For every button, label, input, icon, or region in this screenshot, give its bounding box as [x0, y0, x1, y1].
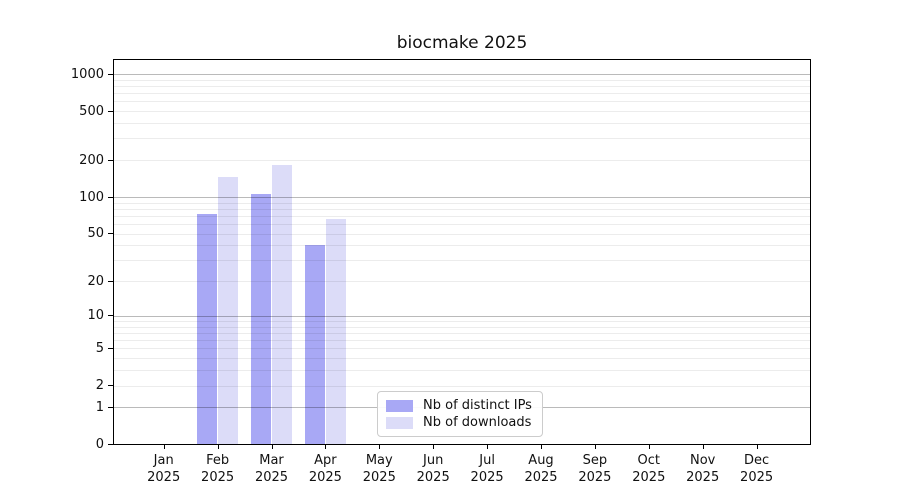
- gridline-7: [113, 332, 811, 334]
- gridline-500: [113, 111, 811, 113]
- y-tick-10: [108, 315, 113, 317]
- gridline-6: [113, 340, 811, 342]
- y-tick-label-0: 0: [95, 437, 104, 452]
- legend-label-downloads: Nb of downloads: [423, 415, 532, 430]
- legend-label-distinct-ips: Nb of distinct IPs: [423, 398, 532, 413]
- y-tick-1: [108, 406, 113, 408]
- x-tick-aug: [541, 444, 542, 449]
- gridline-800: [113, 85, 811, 87]
- gridline-900: [113, 79, 811, 81]
- x-tick-nov: [702, 444, 704, 449]
- y-tick-label-50: 50: [87, 226, 104, 242]
- x-tick-label-apr: Apr 2025: [308, 453, 342, 485]
- gridline-5: [113, 348, 811, 350]
- gridline-3: [113, 370, 811, 372]
- x-tick-label-aug: Aug 2025: [524, 453, 558, 485]
- gridline-1000: [113, 74, 811, 75]
- gridline-80: [113, 208, 811, 210]
- gridline-40: [113, 245, 811, 247]
- y-tick-50: [108, 233, 113, 235]
- x-tick-label-may: May 2025: [362, 453, 396, 485]
- legend-item-distinct-ips: Nb of distinct IPs: [386, 397, 534, 414]
- legend: Nb of distinct IPs Nb of downloads: [377, 391, 543, 437]
- y-tick-label-5: 5: [95, 340, 104, 356]
- x-tick-feb: [217, 444, 219, 449]
- x-tick-may: [379, 444, 381, 449]
- gridline-700: [113, 93, 811, 95]
- gridline-4: [113, 358, 811, 360]
- x-tick-label-nov: Nov 2025: [686, 453, 720, 485]
- x-tick-label-jan: Jan 2025: [147, 453, 181, 485]
- gridline-100: [113, 197, 811, 198]
- y-tick-label-100: 100: [79, 189, 104, 205]
- bar-distinct-ips-feb: [197, 213, 218, 445]
- y-tick-100: [108, 196, 113, 198]
- bar-distinct-ips-mar: [251, 193, 271, 445]
- gridline-300: [113, 138, 811, 140]
- x-tick-sep: [594, 444, 596, 449]
- plot-area: [113, 59, 811, 445]
- bar-distinct-ips-apr: [304, 245, 325, 445]
- gridline-2: [113, 385, 811, 387]
- y-tick-1000: [108, 73, 113, 75]
- gridline-400: [113, 123, 811, 125]
- x-tick-label-jul: Jul 2025: [470, 453, 504, 485]
- gridline-200: [113, 160, 811, 162]
- x-tick-jan: [163, 444, 165, 449]
- gridline-60: [113, 224, 811, 226]
- y-tick-label-10: 10: [87, 308, 104, 324]
- y-tick-0: [108, 444, 113, 445]
- bar-downloads-apr: [325, 219, 346, 445]
- y-tick-label-2: 2: [95, 378, 104, 394]
- y-tick-200: [108, 159, 113, 161]
- gridline-20: [113, 281, 811, 283]
- gridline-8: [113, 326, 811, 328]
- x-tick-label-feb: Feb 2025: [201, 453, 235, 485]
- gridline-70: [113, 215, 811, 217]
- bar-downloads-feb: [218, 177, 239, 445]
- legend-swatch-distinct-ips: [386, 399, 413, 412]
- y-tick-label-20: 20: [87, 273, 104, 289]
- x-tick-oct: [648, 444, 650, 449]
- x-tick-label-mar: Mar 2025: [254, 453, 289, 485]
- gridline-600: [113, 101, 811, 103]
- x-tick-label-sep: Sep 2025: [578, 453, 612, 485]
- y-tick-5: [108, 347, 113, 349]
- bar-downloads-mar: [272, 165, 292, 445]
- x-tick-label-jun: Jun 2025: [416, 453, 450, 485]
- x-tick-jun: [433, 444, 435, 449]
- y-tick-label-500: 500: [79, 103, 104, 119]
- x-tick-label-oct: Oct 2025: [632, 453, 666, 485]
- gridline-9: [113, 321, 811, 323]
- chart-title: biocmake 2025: [396, 33, 528, 53]
- x-tick-jul: [487, 444, 489, 449]
- x-tick-dec: [756, 444, 758, 449]
- y-tick-2: [108, 385, 113, 387]
- y-tick-label-1: 1: [95, 399, 104, 415]
- gridline-30: [113, 260, 811, 262]
- y-tick-label-1000: 1000: [70, 66, 104, 82]
- gridline-90: [113, 202, 811, 204]
- x-tick-label-dec: Dec 2025: [740, 453, 774, 485]
- y-tick-500: [108, 110, 113, 112]
- y-tick-label-200: 200: [79, 152, 104, 168]
- x-tick-mar: [271, 444, 273, 449]
- x-tick-apr: [325, 444, 327, 449]
- legend-item-downloads: Nb of downloads: [386, 414, 534, 431]
- y-tick-20: [108, 280, 113, 282]
- gridline-50: [113, 233, 811, 235]
- gridline-10: [113, 315, 811, 317]
- legend-swatch-downloads: [386, 416, 413, 429]
